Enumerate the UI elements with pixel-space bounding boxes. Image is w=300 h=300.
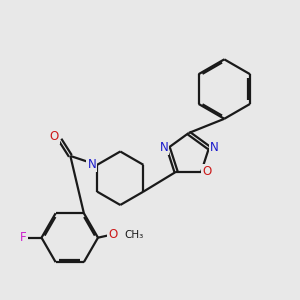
Text: O: O bbox=[108, 228, 118, 241]
Text: N: N bbox=[210, 141, 219, 154]
Text: O: O bbox=[202, 165, 211, 178]
Text: CH₃: CH₃ bbox=[125, 230, 144, 240]
Text: F: F bbox=[20, 231, 27, 244]
Text: N: N bbox=[87, 158, 96, 171]
Text: O: O bbox=[50, 130, 58, 143]
Text: N: N bbox=[160, 141, 168, 154]
